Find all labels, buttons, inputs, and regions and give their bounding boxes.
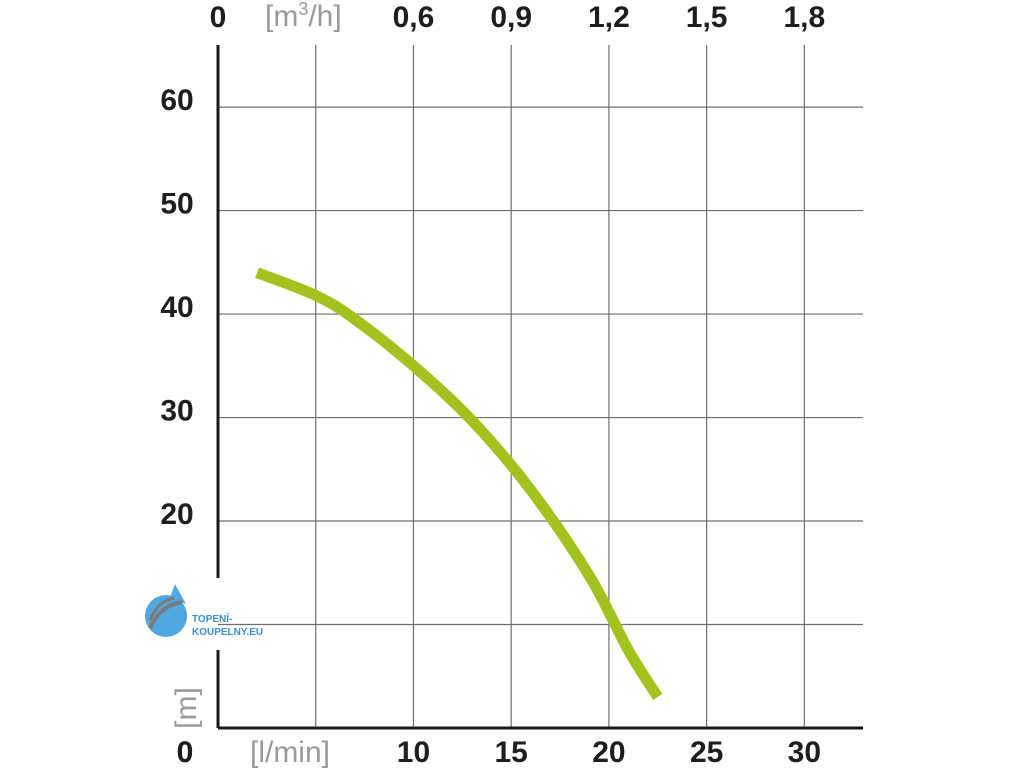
watermark-line-2: KOUPELNY.EU bbox=[192, 627, 263, 638]
x-tick-label: 25 bbox=[690, 736, 723, 768]
y-tick-label: 0 bbox=[177, 736, 194, 768]
performance-curve-layer bbox=[255, 267, 663, 700]
top-axis-label: [m3/h] bbox=[265, 0, 342, 33]
performance-curve bbox=[255, 267, 663, 700]
top-tick-label: 1,2 bbox=[588, 1, 630, 34]
y-tick-label: 50 bbox=[160, 188, 193, 221]
y-axis-label: [m] bbox=[170, 687, 203, 729]
x-axis-label: [l/min] bbox=[250, 736, 330, 768]
top-tick-label: 1,8 bbox=[784, 1, 826, 34]
top-axis-label-sup: 3 bbox=[298, 0, 308, 19]
water-drop-icon bbox=[145, 595, 187, 637]
x-tick-label: 15 bbox=[494, 736, 527, 768]
top-tick-label: 0,6 bbox=[393, 1, 435, 34]
top-axis-label-suffix: /h] bbox=[308, 0, 341, 33]
x-tick-label: 20 bbox=[592, 736, 625, 768]
wave-icon-2 bbox=[148, 596, 175, 621]
y-tick-label: 30 bbox=[160, 395, 193, 428]
top-tick-label: 0 bbox=[210, 1, 227, 34]
top-tick-label: 0,9 bbox=[490, 1, 532, 34]
watermark-line-1: TOPENÍ- bbox=[192, 612, 232, 625]
grid-lines bbox=[218, 45, 863, 728]
y-tick-label: 40 bbox=[160, 291, 193, 324]
x-tick-label: 30 bbox=[788, 736, 821, 768]
y-tick-label: 60 bbox=[160, 84, 193, 117]
x-tick-label: 0 bbox=[177, 736, 194, 768]
x-tick-label: 10 bbox=[397, 736, 430, 768]
top-axis-label-prefix: [m bbox=[265, 0, 298, 33]
top-tick-label: 1,5 bbox=[686, 1, 728, 34]
watermark-logo: TOPENÍ- KOUPELNY.EU bbox=[145, 584, 263, 638]
axes bbox=[216, 45, 863, 730]
y-tick-label: 20 bbox=[160, 498, 193, 531]
wave-icon bbox=[148, 600, 183, 629]
